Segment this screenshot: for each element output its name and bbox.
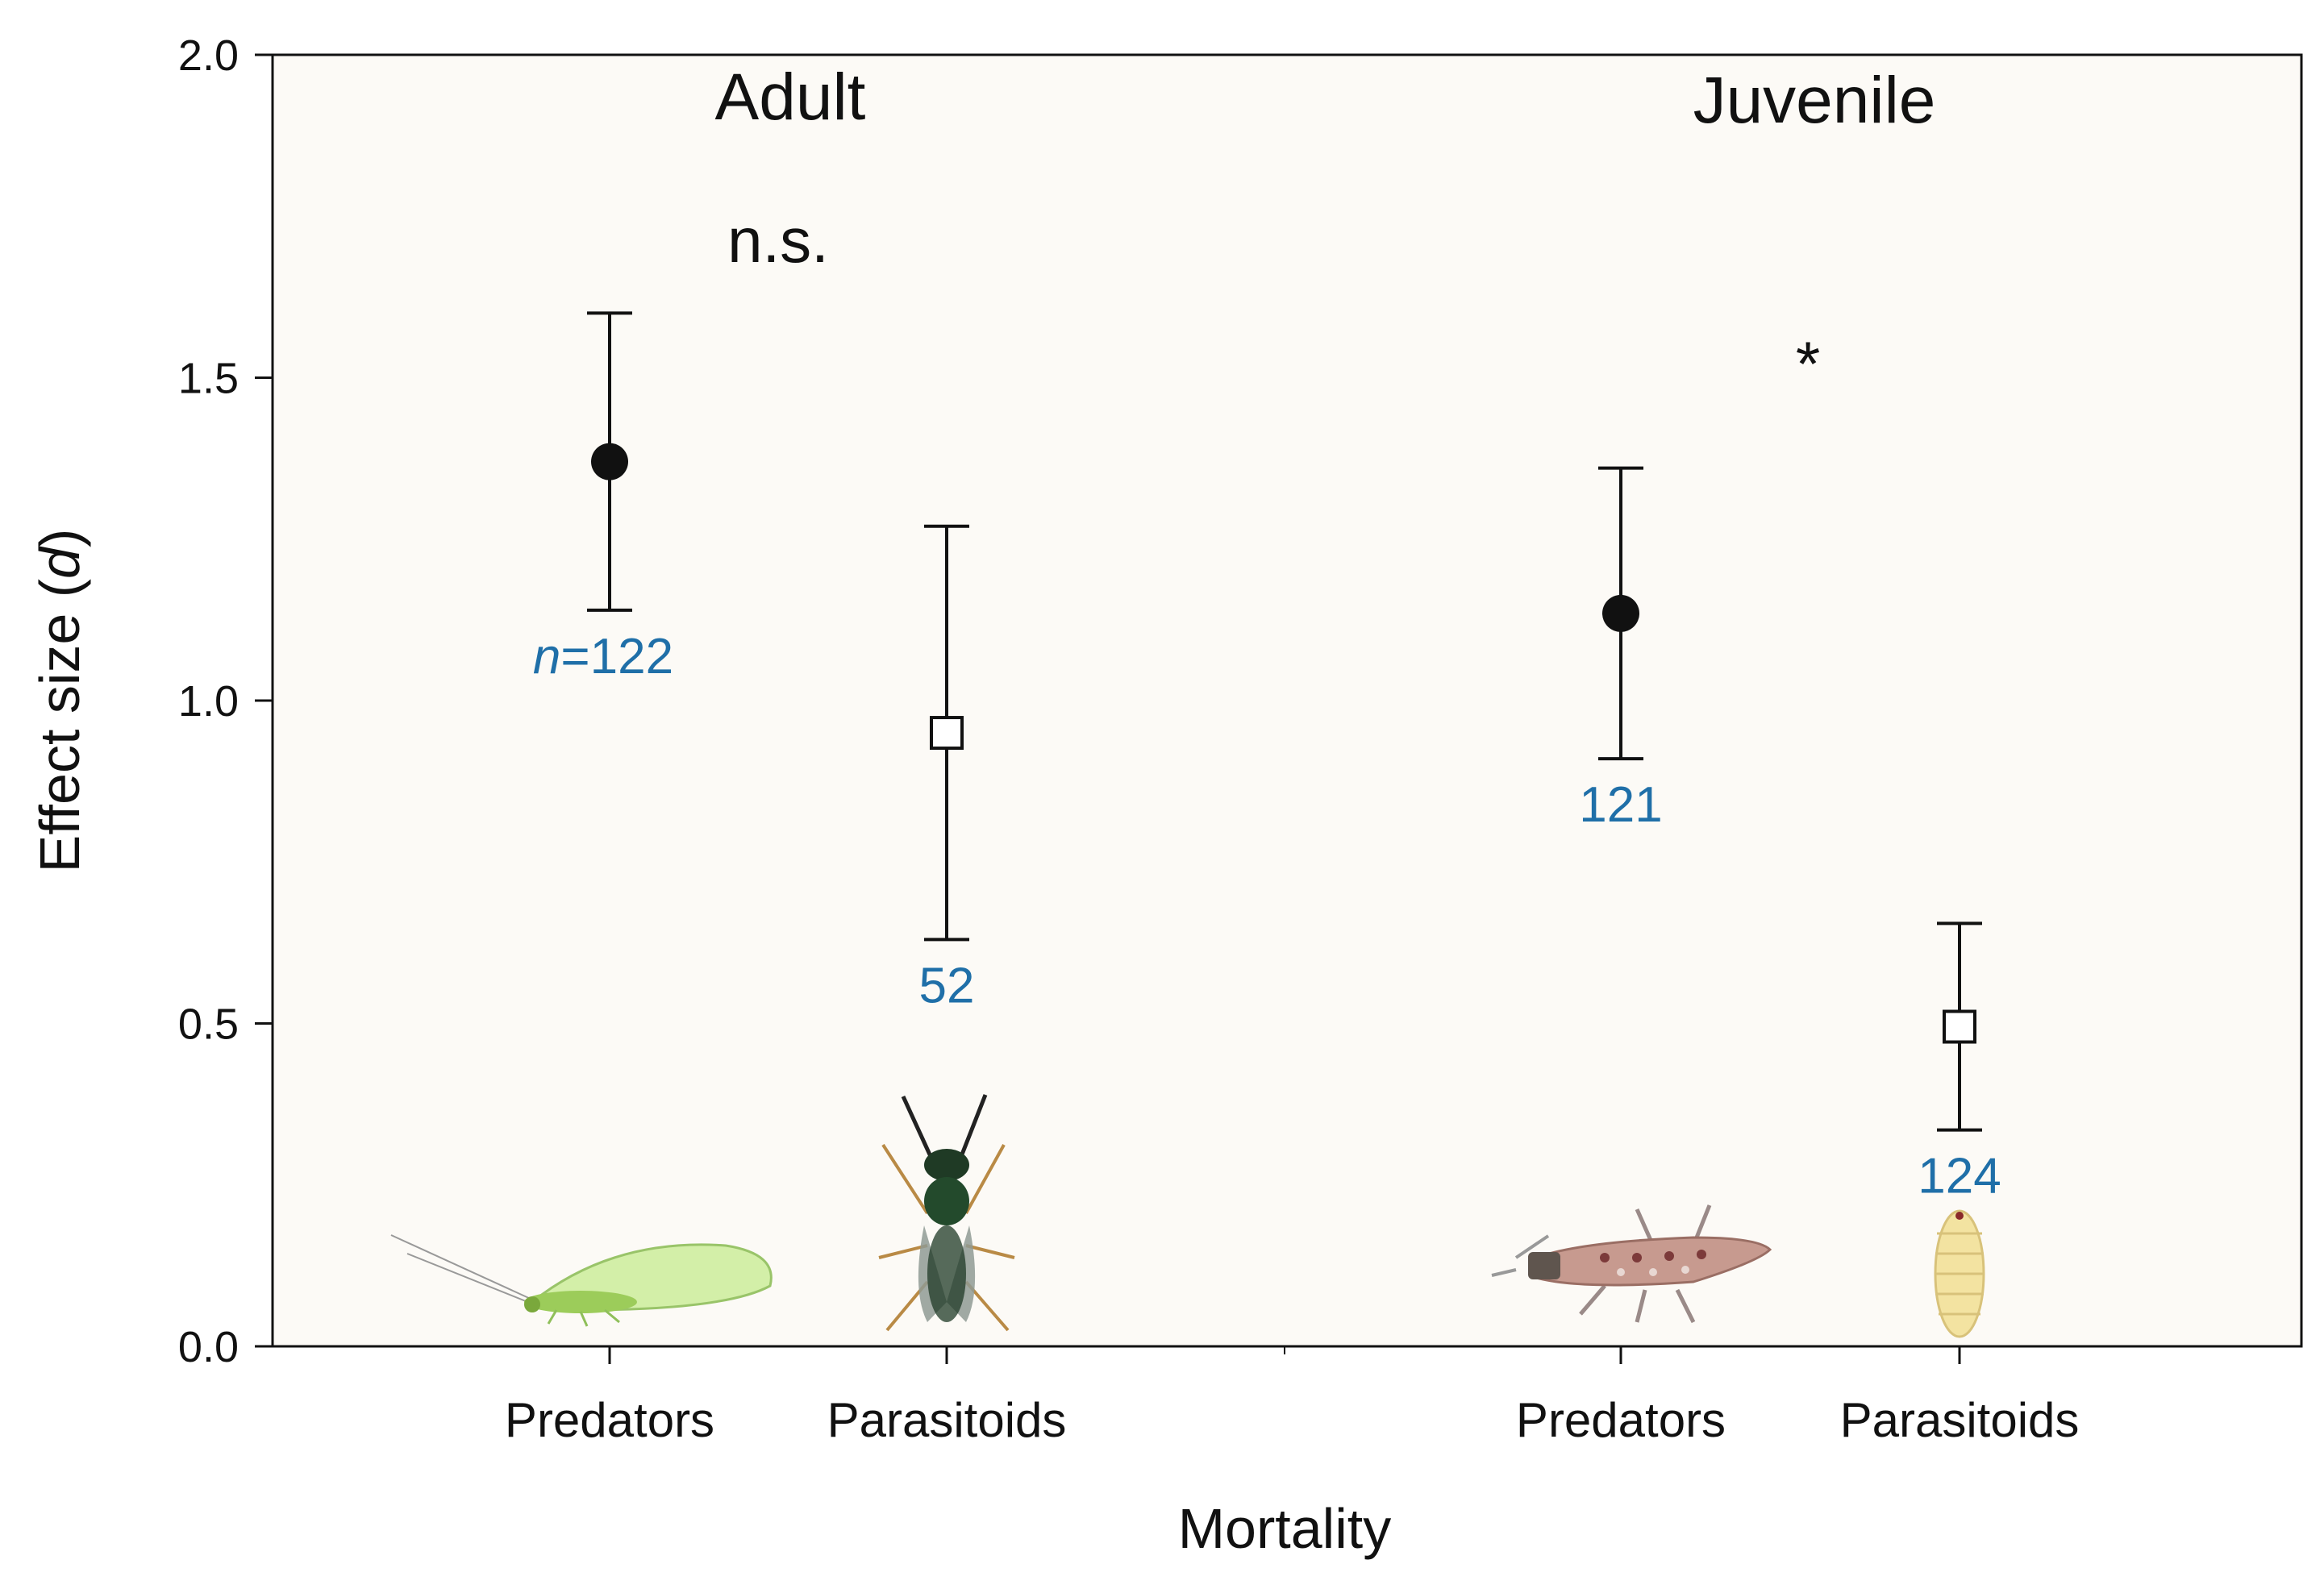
significance-juvenile: *: [1796, 328, 1820, 399]
parasitoid-wasp-icon: [878, 1094, 1015, 1332]
y-tick-label: 0.5: [178, 1000, 239, 1049]
x-tick-label: Parasitoids: [1840, 1393, 2080, 1447]
sample-size-label: 52: [919, 958, 975, 1013]
x-tick-label: Predators: [1516, 1393, 1726, 1447]
sample-size-label: 124: [1918, 1149, 2001, 1204]
x-axis-title: Mortality: [1178, 1497, 1391, 1560]
sample-size-label: 121: [1579, 777, 1662, 833]
mean-point-open: [1943, 1009, 1976, 1044]
data-marks: n=122 52 121 124: [533, 311, 2001, 1204]
x-axis: Predators Parasitoids Predators Parasitoids: [505, 1346, 2079, 1447]
y-tick-label: 1.0: [178, 677, 239, 726]
group-title-juvenile: Juvenile: [1693, 64, 1936, 137]
lacewing-adult-icon: [390, 1234, 773, 1327]
sample-size-label: n=122: [533, 629, 673, 684]
significance-adult: n.s.: [727, 205, 829, 276]
group-title-adult: Adult: [715, 60, 866, 134]
y-axis-title: Effect size (d): [28, 529, 91, 873]
x-tick-label: Parasitoids: [827, 1393, 1067, 1447]
y-tick-label: 1.5: [178, 355, 239, 403]
y-tick-label: 0.0: [178, 1323, 239, 1371]
mean-point-filled: [591, 443, 628, 480]
parasitoid-pupa-icon: [1934, 1209, 1985, 1338]
lacewing-larva-icon: [1491, 1204, 1772, 1324]
x-tick-label: Predators: [505, 1393, 714, 1447]
y-tick-label: 2.0: [178, 31, 239, 80]
mean-point-open: [930, 716, 964, 751]
mean-point-filled: [1602, 594, 1639, 632]
y-axis: 0.0 0.5 1.0 1.5 2.0: [178, 31, 273, 1371]
